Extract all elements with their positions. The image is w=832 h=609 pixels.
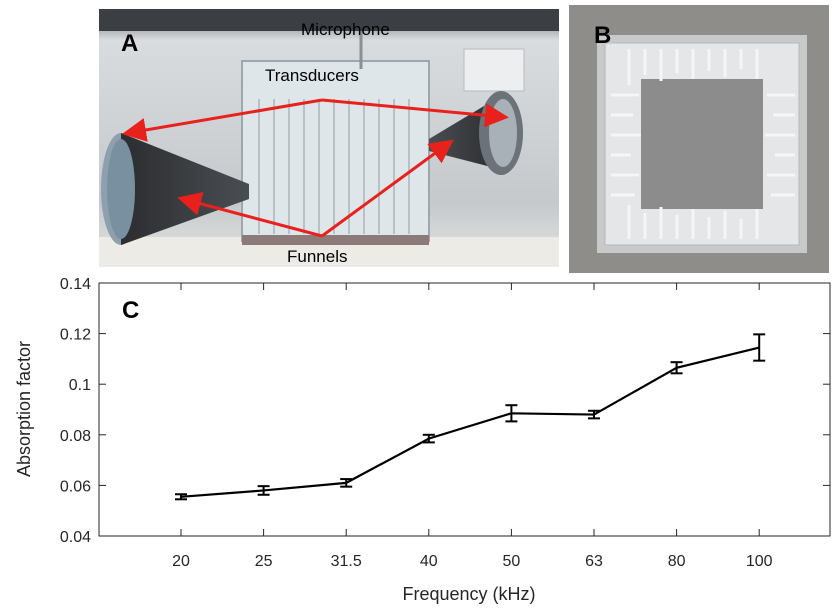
panel-letter-a: A bbox=[121, 30, 139, 57]
y-tick-label: 0.1 bbox=[69, 377, 91, 394]
x-axis-title: Frequency (kHz) bbox=[402, 584, 535, 604]
chart-marks bbox=[175, 333, 766, 501]
label-transducers: Transducers bbox=[265, 66, 359, 85]
x-tick-label: 40 bbox=[420, 553, 438, 570]
plot-frame bbox=[98, 282, 831, 537]
x-tick-label: 20 bbox=[172, 553, 190, 570]
x-tick-label: 63 bbox=[585, 553, 603, 570]
panel-letter-c: C bbox=[122, 297, 140, 324]
y-tick-label: 0.14 bbox=[60, 276, 91, 293]
x-tick-label: 100 bbox=[746, 553, 773, 570]
panel-letter-b: B bbox=[594, 22, 612, 49]
label-funnels: Funnels bbox=[287, 247, 348, 266]
photo-panel-b bbox=[569, 5, 829, 273]
photo-b-drawing bbox=[569, 5, 829, 273]
label-microphone: Microphone bbox=[301, 20, 390, 39]
x-tick-label: 50 bbox=[503, 553, 521, 570]
x-tick-label: 25 bbox=[255, 553, 273, 570]
y-tick-label: 0.12 bbox=[60, 327, 91, 344]
y-tick-label: 0.04 bbox=[60, 529, 91, 546]
y-axis-title: Absorption factor bbox=[14, 341, 34, 477]
series-line bbox=[180, 346, 760, 498]
chart-axes: 0.04 0.06 0.08 0.1 0.12 0.14 20 25 31.5 40 50 63 80 1… bbox=[60, 276, 831, 570]
y-tick-label: 0.08 bbox=[60, 428, 91, 445]
x-tick-label: 31.5 bbox=[331, 553, 362, 570]
x-tick-label: 80 bbox=[668, 553, 686, 570]
y-tick-label: 0.06 bbox=[60, 478, 91, 495]
